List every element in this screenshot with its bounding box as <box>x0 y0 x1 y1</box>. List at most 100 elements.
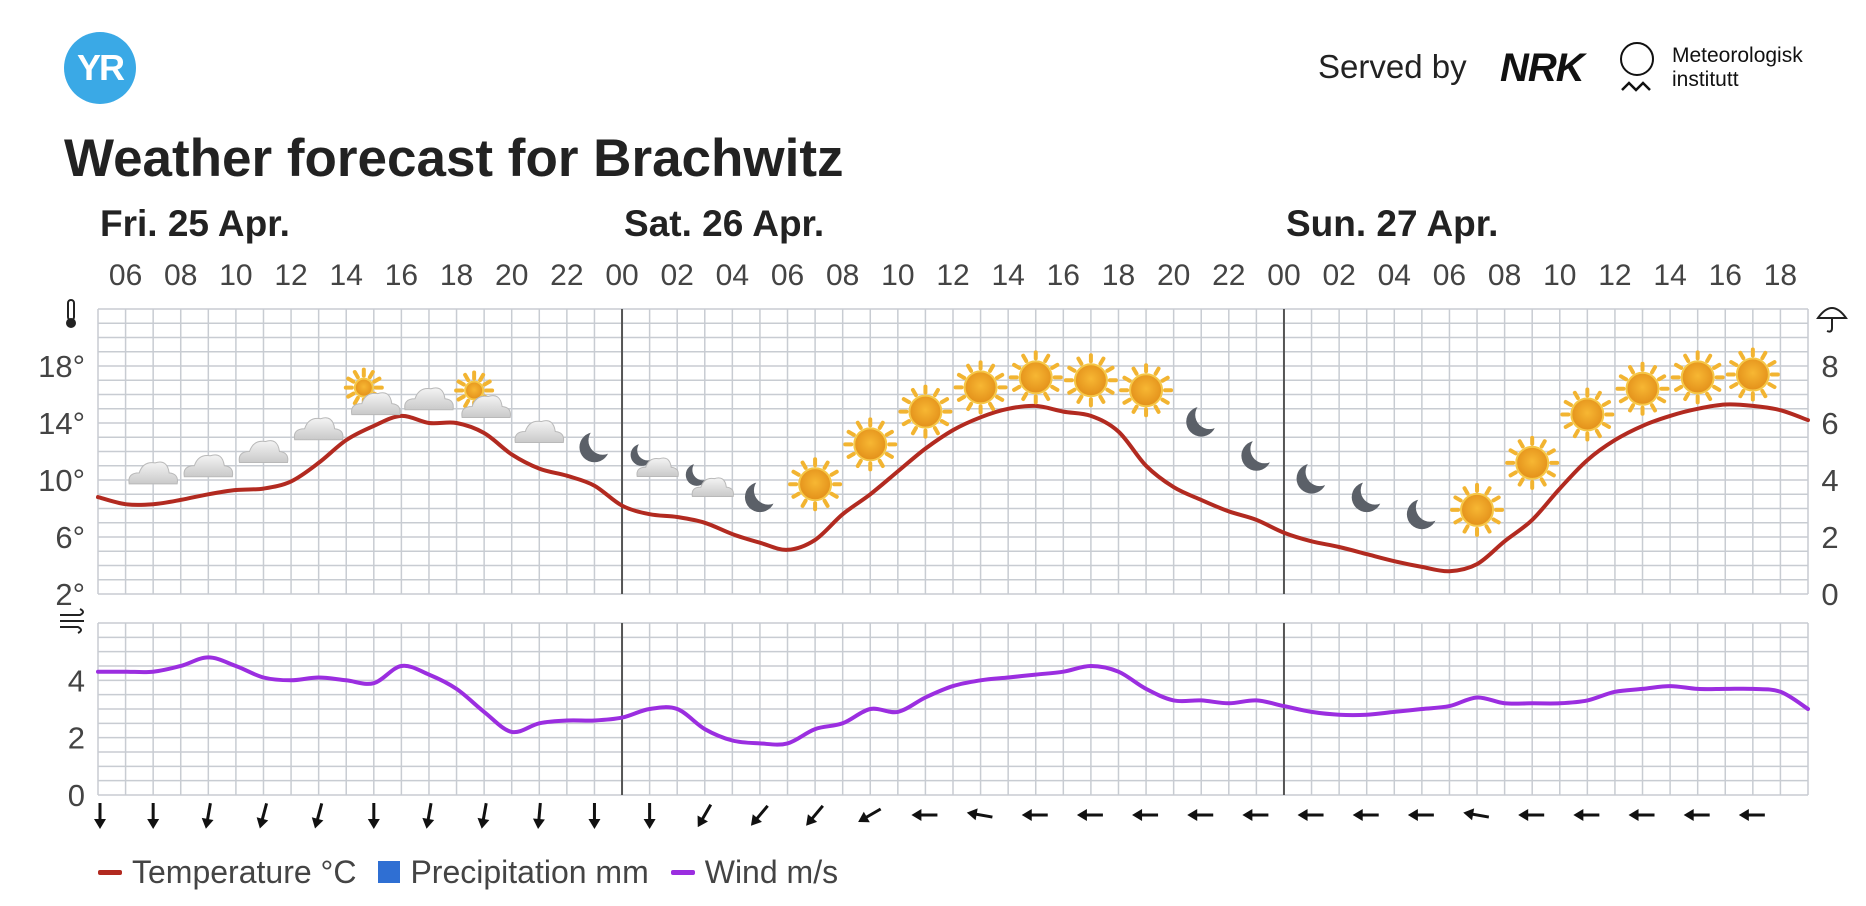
wind-arrow-icon <box>1463 808 1490 821</box>
wind-direction-arrows <box>94 802 1765 829</box>
partly-cloudy-moon-icon <box>685 463 734 497</box>
hour-tick-label: 06 <box>771 259 804 292</box>
day-labels: Fri. 25 Apr. Sat. 26 Apr. Sun. 27 Apr. <box>100 203 1498 244</box>
hour-labels: 06 08 10 12 14 16 18 20 22 00 02 04 06 08 10 12 14 16 18 20… <box>109 259 1797 292</box>
wind-arrow-icon <box>806 804 824 826</box>
sun-icon <box>1063 353 1118 408</box>
wind-tick-label: 0 <box>68 778 85 813</box>
day-label: Sat. 26 Apr. <box>624 203 824 244</box>
wind-arrow-icon <box>750 804 769 826</box>
hour-tick-label: 10 <box>881 259 914 292</box>
legend-swatch <box>670 869 695 875</box>
sun-icon <box>1008 350 1063 405</box>
legend-swatch <box>98 869 122 875</box>
wind-arrow-icon <box>1242 809 1269 821</box>
hour-tick-label: 22 <box>1212 259 1245 292</box>
yr-logo[interactable]: YR <box>64 32 136 104</box>
moon-icon <box>579 432 610 463</box>
wind-arrow-icon <box>1628 809 1655 821</box>
hour-tick-label: 14 <box>330 259 363 292</box>
temperature-tick-label: 18° <box>38 349 85 384</box>
temperature-y-ticks: 2° 6° 10° 14° 18° <box>38 349 85 612</box>
temperature-tick-label: 10° <box>38 463 85 498</box>
sun-icon <box>1725 347 1780 402</box>
partly-cloudy-sun-icon <box>343 367 401 416</box>
precipitation-tick-label: 4 <box>1821 463 1838 498</box>
wind-arrow-icon <box>477 802 490 829</box>
wind-tick-label: 4 <box>68 663 85 698</box>
moon-icon <box>1406 499 1437 530</box>
precipitation-y-ticks: 0 2 4 6 8 <box>1821 349 1838 612</box>
wind-arrow-icon <box>1407 809 1434 821</box>
nrk-logo[interactable]: NRK <box>1500 46 1585 90</box>
wind-arrow-icon <box>858 807 882 823</box>
hour-tick-label: 06 <box>1433 259 1466 292</box>
sun-icon <box>843 417 898 472</box>
moon-icon <box>1186 406 1217 437</box>
met-institute-logo[interactable]: Meteorologisk institutt <box>1620 40 1830 100</box>
wind-y-ticks: 0 2 4 <box>68 663 85 813</box>
partly-cloudy-sun-icon <box>454 370 511 418</box>
hour-tick-label: 22 <box>550 259 583 292</box>
met-institute-name: Meteorologisk institutt <box>1672 44 1803 91</box>
hour-tick-label: 00 <box>605 259 638 292</box>
hour-tick-label: 12 <box>274 259 307 292</box>
sun-icon <box>1450 482 1505 537</box>
temperature-tick-label: 6° <box>55 520 85 555</box>
wind-arrow-icon <box>147 803 160 829</box>
wind-arrow-icon <box>1187 809 1214 821</box>
wind-arrow-icon <box>1076 809 1103 821</box>
cloud-icon <box>128 461 178 485</box>
legend-label: Wind m/s <box>704 853 839 890</box>
wind-line <box>96 655 1810 747</box>
hour-tick-label: 16 <box>1709 259 1742 292</box>
hour-tick-label: 16 <box>385 259 418 292</box>
hour-tick-label: 04 <box>716 259 749 292</box>
hour-tick-label: 14 <box>991 259 1024 292</box>
precipitation-tick-label: 6 <box>1821 406 1838 441</box>
wind-arrow-icon <box>966 808 993 821</box>
legend-item[interactable]: Wind m/s <box>670 853 839 891</box>
day-label: Fri. 25 Apr. <box>100 203 290 244</box>
met-circle-icon <box>1620 42 1654 76</box>
cloud-icon <box>238 440 289 463</box>
wind-arrow-icon <box>1352 809 1379 821</box>
wind-arrow-icon <box>1683 809 1710 821</box>
wind-arrow-icon <box>1297 809 1324 821</box>
temperature-tick-label: 2° <box>55 577 85 612</box>
wind-arrow-icon <box>911 809 938 821</box>
sun-icon <box>1119 363 1174 418</box>
hour-tick-label: 18 <box>1764 259 1797 292</box>
legend-item[interactable]: Temperature °C <box>98 854 356 891</box>
wind-arrow-icon <box>1738 809 1765 821</box>
wind-arrow-icon <box>94 803 106 829</box>
hour-tick-label: 16 <box>1047 259 1080 292</box>
hour-tick-label: 04 <box>1378 259 1411 292</box>
hour-tick-label: 02 <box>661 259 694 292</box>
sun-icon <box>1670 350 1725 405</box>
hour-tick-label: 10 <box>1543 259 1576 292</box>
legend: Temperature °C Precipitation mm Wind m/s <box>98 852 860 892</box>
precipitation-tick-label: 8 <box>1821 349 1838 384</box>
met-wave-icon <box>1621 81 1651 92</box>
wind-arrow-icon <box>1573 809 1600 821</box>
wind-arrow-icon <box>1518 809 1545 821</box>
wind-arrow-icon <box>697 803 713 828</box>
header: YR Served by NRK Meteorologisk institutt <box>0 0 1866 120</box>
day-label: Sun. 27 Apr. <box>1286 203 1498 244</box>
partly-cloudy-moon-icon <box>630 443 679 478</box>
hour-tick-label: 12 <box>936 259 969 292</box>
cloud-icon <box>183 454 234 478</box>
legend-item[interactable]: Precipitation mm <box>378 854 649 891</box>
wind-arrow-icon <box>256 803 269 829</box>
wind-tick-label: 2 <box>68 721 85 756</box>
wind-arrow-icon <box>201 802 214 829</box>
precipitation-tick-label: 2 <box>1821 520 1838 555</box>
temperature-grid <box>97 308 1809 595</box>
legend-label: Temperature °C <box>132 853 357 890</box>
cloud-icon <box>404 387 454 411</box>
hour-tick-label: 20 <box>495 259 528 292</box>
served-by-label: Served by <box>1318 48 1467 85</box>
sun-icon <box>898 384 953 439</box>
